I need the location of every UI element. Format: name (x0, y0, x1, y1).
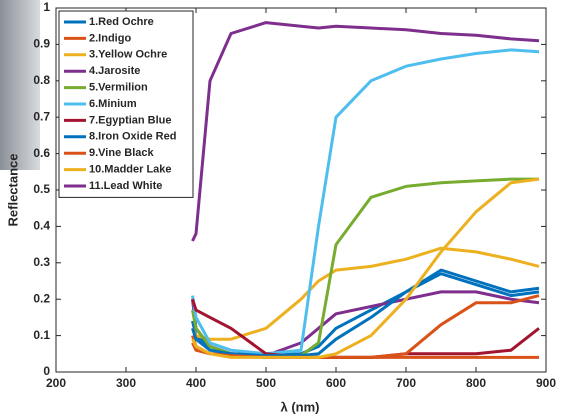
y-tick-label: 1 (43, 0, 50, 14)
legend-label: 11.Lead White (89, 180, 162, 192)
x-tick-label: 300 (116, 376, 136, 390)
legend-label: 10.Madder Lake (89, 164, 172, 176)
x-tick-label: 900 (536, 376, 556, 390)
y-tick-label: 0 (43, 364, 50, 378)
x-tick-label: 200 (46, 376, 66, 390)
legend-label: 3.Yellow Ochre (89, 49, 167, 61)
y-tick-label: 0.4 (33, 219, 50, 233)
series-line (191, 177, 539, 358)
x-tick-label: 600 (326, 376, 346, 390)
y-tick-label: 0.2 (33, 291, 50, 305)
axes-box (55, 7, 547, 373)
series-line (191, 268, 540, 358)
legend-label: 8.Iron Oxide Red (89, 131, 176, 143)
series-line (191, 21, 540, 242)
x-axis-label: λ (nm) (281, 399, 320, 414)
x-tick-label: 500 (256, 376, 276, 390)
background-photo (0, 0, 40, 170)
legend-label: 2.Indigo (89, 32, 131, 44)
y-tick-label: 0.1 (33, 328, 50, 342)
legend-label: 1.Red Ochre (89, 16, 154, 28)
y-tick-label: 0.6 (33, 146, 50, 160)
y-tick-label: 0.3 (33, 255, 50, 269)
y-axis-label: Reflectance (5, 154, 20, 227)
y-tick-label: 0.5 (33, 182, 50, 196)
series-line (191, 246, 540, 341)
y-tick-label: 0.8 (33, 73, 50, 87)
series-line (191, 48, 540, 356)
legend-label: 5.Vermilion (89, 82, 148, 94)
legend-label: 6.Minium (89, 98, 137, 110)
series-line (191, 177, 540, 359)
x-tick-label: 700 (396, 376, 416, 390)
legend-label: 4.Jarosite (89, 65, 140, 77)
y-tick-label: 0.9 (33, 37, 50, 51)
y-tick-label: 0.7 (33, 109, 50, 123)
legend-label: 9.Vine Black (89, 147, 154, 159)
legend-label: 7.Egyptian Blue (89, 114, 172, 126)
x-tick-label: 800 (466, 376, 486, 390)
x-tick-label: 400 (186, 376, 206, 390)
legend: 1.Red Ochre 2.Indigo 3.Yellow Ochre 4.Jaros… (58, 10, 194, 198)
